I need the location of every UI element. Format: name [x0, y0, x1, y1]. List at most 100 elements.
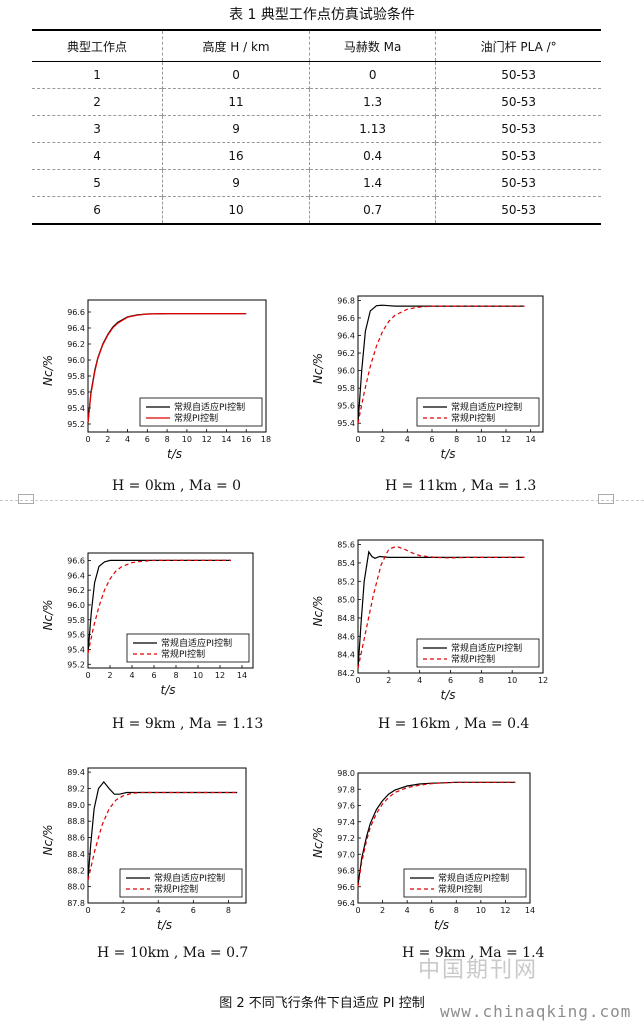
x-tick-label: 4 — [405, 906, 410, 915]
table-cell: 50-53 — [435, 142, 601, 170]
conditions-table: 典型工作点 高度 H / km 马赫数 Ma 油门杆 PLA /° 1 0 0 50-… — [32, 29, 601, 225]
x-tick-label: 14 — [525, 906, 535, 915]
table-cell: 9 — [162, 169, 311, 197]
header-cell: 典型工作点 — [32, 30, 164, 62]
y-tick-label: 96.8 — [337, 867, 355, 876]
y-tick-label: 95.6 — [67, 388, 85, 397]
chart-panel-2: 0 2 4 6 8 10 12 14 95.4 95.6 95.8 96.0 96.2 96.4 96.6 9… — [300, 288, 560, 468]
y-tick-label: 95.8 — [67, 372, 85, 381]
plot-frame — [357, 295, 544, 433]
y-tick-label: 96.6 — [67, 308, 85, 317]
x-tick-label: 6 — [448, 676, 453, 685]
y-tick-label: 89.2 — [67, 784, 85, 793]
x-tick-label: 2 — [386, 676, 391, 685]
x-tick-label: 10 — [182, 435, 192, 444]
table-cell: 0 — [162, 61, 311, 89]
y-tick-label: 95.2 — [67, 420, 85, 429]
table-row: 1 0 0 50-53 — [32, 61, 601, 89]
y-tick-label: 88.2 — [67, 866, 85, 875]
legend-label: 常规自适应PI控制 — [451, 642, 522, 654]
legend-box — [403, 868, 527, 898]
series-line — [357, 550, 525, 669]
table-cell: 50-53 — [435, 169, 601, 197]
x-tick-label: 4 — [405, 435, 410, 444]
x-tick-label: 10 — [476, 906, 486, 915]
x-tick-label: 0 — [85, 906, 90, 915]
y-axis-label: Nc/% — [311, 353, 325, 384]
y-tick-label: 84.4 — [337, 651, 355, 660]
y-tick-label: 87.8 — [67, 899, 85, 908]
chart-caption-4: H = 16km , Ma = 0.4 — [378, 716, 530, 732]
chart-svg: 0 2 4 6 8 10 12 14 95.2 95.4 95.6 95.8 96.0 96.2 96.4 9… — [41, 552, 254, 697]
y-tick-label: 97.0 — [337, 850, 355, 859]
table-cell: 1.13 — [309, 115, 437, 143]
watermark-logo-text: 中国期刊网 — [418, 958, 539, 983]
legend-label: 常规自适应PI控制 — [451, 401, 522, 413]
y-tick-label: 96.4 — [337, 899, 355, 908]
table-row: 4 16 0.4 50-53 — [32, 142, 601, 170]
legend-label: 常规自适应PI控制 — [154, 872, 225, 884]
legend-box — [416, 397, 540, 427]
x-tick-label: 6 — [191, 906, 196, 915]
chart-svg: 0 2 4 6 8 10 12 14 95.4 95.6 95.8 96.0 96.2 96.4 96.6 9… — [311, 295, 544, 461]
chart-caption-5: H = 10km , Ma = 0.7 — [97, 945, 249, 961]
x-tick-label: 0 — [355, 676, 360, 685]
y-tick-label: 95.8 — [337, 384, 355, 393]
legend-box — [139, 397, 263, 427]
x-tick-label: 8 — [226, 906, 231, 915]
table-cell: 1 — [32, 61, 164, 89]
y-tick-label: 89.4 — [67, 768, 85, 777]
table-row: 6 10 0.7 50-53 — [32, 196, 601, 224]
legend-label: 常规自适应PI控制 — [161, 637, 232, 649]
y-tick-label: 85.6 — [337, 541, 355, 550]
x-axis-label: t/s — [167, 447, 182, 461]
y-axis-label: Nc/% — [311, 595, 325, 626]
y-axis-label: Nc/% — [41, 355, 55, 386]
y-tick-label: 84.8 — [337, 614, 355, 623]
legend-label: 常规PI控制 — [438, 883, 482, 895]
x-tick-label: 4 — [125, 435, 130, 444]
x-tick-label: 4 — [417, 676, 422, 685]
y-tick-label: 96.2 — [67, 340, 85, 349]
x-tick-label: 8 — [454, 435, 459, 444]
x-tick-label: 10 — [193, 671, 203, 680]
y-tick-label: 96.4 — [337, 331, 355, 340]
chart-panel-5: 0 2 4 6 8 87.8 88.0 88.2 88.4 88.6 88.8 89.0 89.2 89.… — [30, 760, 270, 935]
chart-caption-1: H = 0km , Ma = 0 — [112, 478, 242, 494]
legend-label: 常规自适应PI控制 — [174, 401, 245, 413]
y-tick-label: 89.0 — [67, 801, 85, 810]
y-tick-label: 95.6 — [337, 402, 355, 411]
table-body: 1 0 0 50-53 2 11 1.3 50-53 3 9 1.13 50-53 4 16 0.4 50-5… — [32, 61, 601, 224]
y-axis-label: Nc/% — [311, 827, 325, 858]
y-tick-label: 95.6 — [67, 631, 85, 640]
x-tick-label: 8 — [454, 906, 459, 915]
table-row: 3 9 1.13 50-53 — [32, 115, 601, 143]
table-cell: 1.3 — [309, 88, 437, 116]
y-tick-label: 95.4 — [337, 419, 355, 428]
x-tick-label: 6 — [429, 906, 434, 915]
legend-label: 常规PI控制 — [161, 648, 205, 660]
x-tick-label: 4 — [156, 906, 161, 915]
y-axis-label: Nc/% — [41, 824, 55, 855]
x-tick-label: 2 — [121, 906, 126, 915]
table-cell: 10 — [162, 196, 311, 224]
table-cell: 16 — [162, 142, 311, 170]
legend-label: 常规PI控制 — [451, 412, 495, 424]
y-tick-label: 88.4 — [67, 850, 85, 859]
table-cell: 2 — [32, 88, 164, 116]
x-tick-label: 8 — [165, 435, 170, 444]
y-tick-label: 88.0 — [67, 883, 85, 892]
x-tick-label: 0 — [85, 435, 90, 444]
plot-frame — [87, 299, 267, 433]
chart-panel-6: 0 2 4 6 8 10 12 14 96.4 96.6 96.8 97.0 97.2 97.4 97.6 9… — [300, 765, 570, 940]
header-cell: 高度 H / km — [162, 30, 311, 62]
y-axis-label: Nc/% — [41, 599, 55, 630]
page-divider — [0, 500, 644, 501]
y-tick-label: 96.6 — [337, 883, 355, 892]
page-break-marker-right — [598, 494, 614, 504]
y-tick-label: 85.2 — [337, 577, 355, 586]
table-cell: 3 — [32, 115, 164, 143]
table-cell: 4 — [32, 142, 164, 170]
series-line — [87, 791, 238, 881]
y-tick-label: 95.2 — [67, 660, 85, 669]
